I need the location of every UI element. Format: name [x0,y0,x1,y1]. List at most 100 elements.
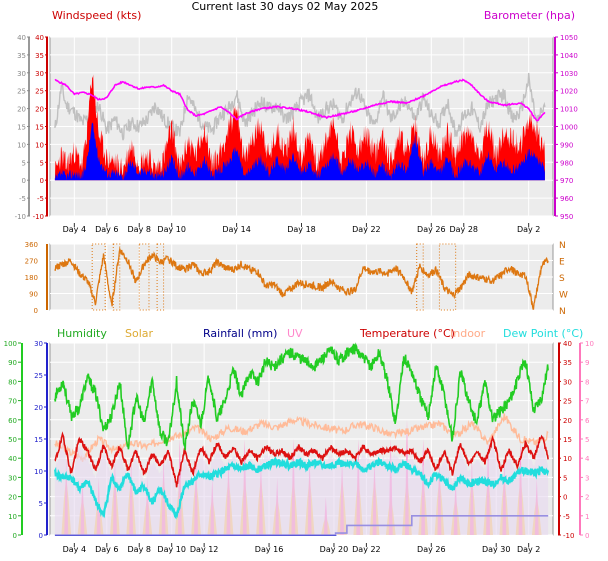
windspeed-tick-label: 30 [35,70,44,78]
rain-tick-label: 5 [39,500,43,508]
barometer-axis-label: Barometer (hpa) [484,9,575,22]
temp-x-tick-label: Day 2 [517,545,540,554]
windspeed-gust-area [54,74,545,181]
temperature-tick-label: 25 [563,398,572,406]
barometer-tick-label: 1040 [560,52,578,60]
wind-x-tick-label: Day 8 [128,225,151,234]
humidity-tick-label: 40 [8,455,17,463]
chart-title: Current last 30 days 02 May 2025 [192,0,379,13]
humidity-tick-label: 100 [4,340,17,348]
temp-x-tick-label: Day 26 [417,545,446,554]
rain-tick-label: 25 [34,372,43,380]
temp-x-tick-label: Day 12 [190,545,219,554]
barometer-tick-label: 980 [560,159,573,167]
wind-x-tick-label: Day 4 [63,225,86,234]
wind-direction-wrap-band [112,243,121,311]
temp-x-tick-label: Day 22 [352,545,381,554]
wind-direction-wrap-band [416,243,424,311]
uv-tick-label: 9 [585,359,589,367]
temperature-tick-label: 10 [563,455,572,463]
windspeed-tick-label: -5 [37,195,44,203]
wind-baro-panel: Current last 30 days 02 May 2025 Windspe… [15,0,578,234]
temperature-tick-label: 30 [563,378,572,386]
outer-wind-tick-label: 10 [17,141,26,149]
barometer-tick-label: 970 [560,177,573,185]
outer-wind-tick-label: 20 [17,106,26,114]
wind-x-tick-label: Day 10 [157,225,186,234]
temperature-tick-label: 15 [563,436,572,444]
wind-direction-wrap-band [91,243,106,311]
direction-tick-label: 180 [25,274,38,282]
legend-0: Humidity [57,327,107,340]
humidity-tick-label: 90 [8,359,17,367]
temperature-tick-label: 40 [563,340,572,348]
windspeed-tick-label: 35 [35,52,44,60]
wind-direction-wrap-band [156,243,165,311]
temperature-tick-label: 35 [563,359,572,367]
compass-tick-label: E [559,258,565,268]
windspeed-tick-label: 5 [40,159,44,167]
humidity-tick-label: 20 [8,494,17,502]
windspeed-area [54,122,545,181]
temperature-tick-label: -10 [563,532,574,540]
rain-tick-label: 30 [34,340,43,348]
dewpoint-line [53,456,550,520]
outer-wind-tick-label: -10 [15,213,26,221]
outer-wind-tick-label: 25 [17,88,26,96]
temp-x-tick-label: Day 6 [95,545,118,554]
barometer-line [54,78,546,122]
windspeed-axis-label: Windspeed (kts) [52,9,141,22]
temp-x-tick-label: Day 30 [482,545,511,554]
temperature-tick-label: 5 [563,474,567,482]
uv-tick-label: 8 [585,378,589,386]
wind-x-tick-label: Day 22 [352,225,381,234]
barometer-tick-label: 1030 [560,70,578,78]
temperature-tick-label: -5 [563,513,570,521]
wind-x-tick-label: Day 28 [449,225,478,234]
barometer-tick-label: 990 [560,141,573,149]
wind-x-tick-label: Day 6 [95,225,118,234]
outer-wind-tick-label: 40 [17,34,26,42]
uv-tick-label: 2 [585,494,589,502]
outer-wind-tick-label: 0 [22,177,26,185]
rain-tick-label: 15 [34,436,43,444]
windspeed-tick-label: 40 [35,34,44,42]
windspeed-tick-label: 20 [35,106,44,114]
temp-x-tick-label: Day 4 [63,545,86,554]
legend-3: UV [287,327,303,340]
barometer-tick-label: 1010 [560,106,578,114]
wind-x-tick-label: Day 14 [222,225,251,234]
outer-wind-tick-label: 15 [17,124,26,132]
wind-direction-line [54,246,549,310]
legend-4: Temperature (°C) [359,327,455,340]
legend-2: Rainfall (mm) [203,327,277,340]
outer-wind-tick-label: 30 [17,70,26,78]
outer-wind-tick-label: 35 [17,52,26,60]
indoor-temperature-line [54,413,549,462]
windspeed-max-line [54,72,546,141]
direction-tick-label: 90 [29,291,38,299]
humidity-tick-label: 0 [13,532,17,540]
windspeed-tick-label: 25 [35,88,44,96]
temperature-tick-label: 0 [563,494,567,502]
wind-x-tick-label: Day 26 [417,225,446,234]
humidity-tick-label: 60 [8,417,17,425]
uv-tick-label: 3 [585,474,589,482]
temperature-line [54,431,549,488]
windspeed-tick-label: -10 [33,213,44,221]
windspeed-tick-label: 0 [40,177,44,185]
uv-tick-label: 6 [585,417,590,425]
barometer-tick-label: 1000 [560,124,578,132]
compass-tick-label: S [559,274,565,284]
compass-tick-label: N [559,241,566,251]
uv-tick-label: 7 [585,398,589,406]
outer-wind-tick-label: -5 [19,195,26,203]
outer-wind-tick-label: 5 [22,159,26,167]
legend-6: Dew Point (°C) [503,327,583,340]
barometer-tick-label: 1050 [560,34,578,42]
humidity-line [54,342,549,451]
barometer-tick-label: 1020 [560,88,578,96]
uv-tick-label: 5 [585,436,589,444]
rain-tick-label: 10 [34,468,43,476]
